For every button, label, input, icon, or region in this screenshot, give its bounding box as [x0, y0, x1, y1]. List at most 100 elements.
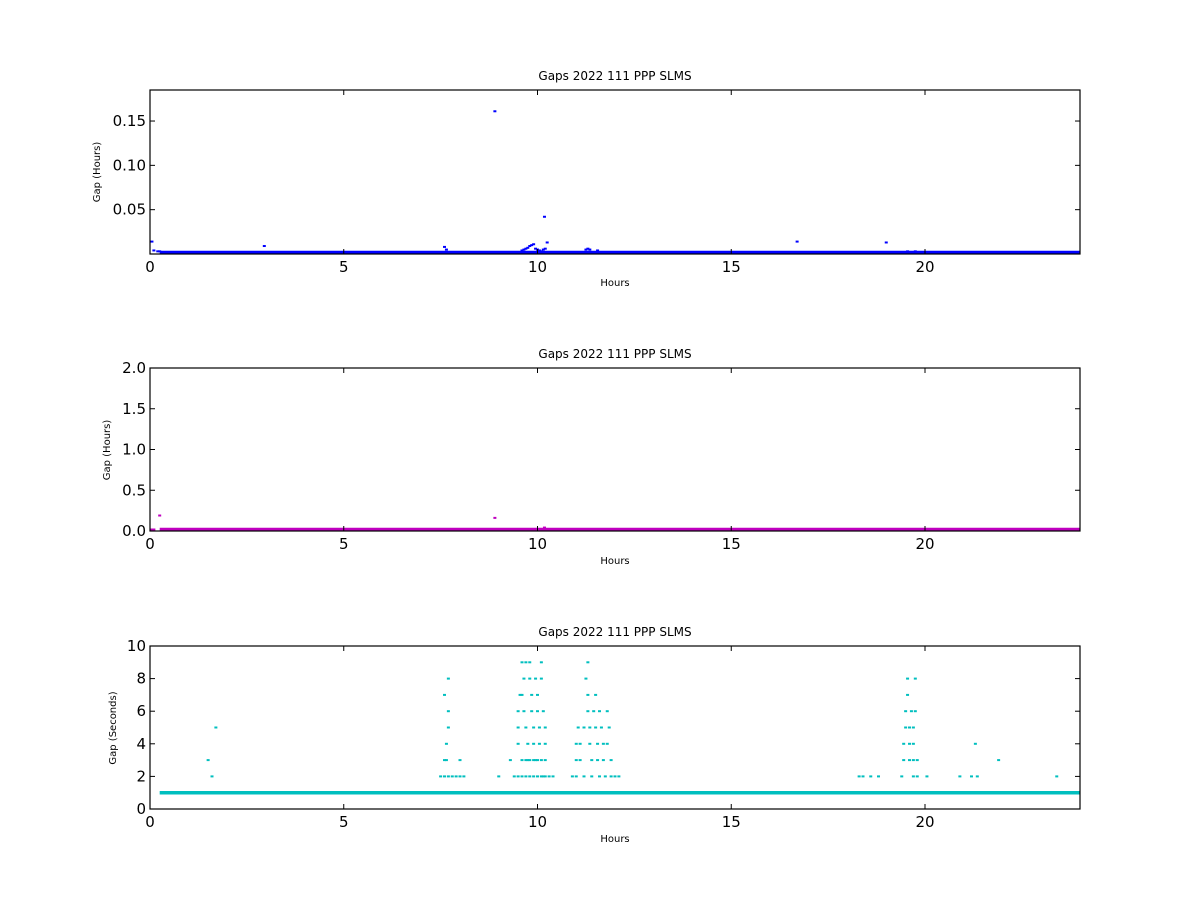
data-point	[902, 742, 906, 745]
y-tick-label: 0.5	[122, 481, 146, 499]
data-point	[530, 710, 534, 713]
data-point	[913, 250, 917, 253]
data-point	[542, 526, 546, 529]
data-point	[520, 775, 524, 778]
data-point	[446, 677, 450, 680]
data-point	[532, 726, 536, 729]
data-point	[877, 775, 880, 778]
y-tick-label: 0.0	[122, 522, 146, 540]
data-point	[915, 759, 919, 762]
data-point	[539, 775, 543, 778]
data-point	[493, 110, 497, 113]
y-tick-label: 0.05	[113, 201, 146, 219]
data-point	[588, 742, 592, 745]
data-point	[906, 693, 910, 696]
data-point	[592, 710, 596, 713]
data-point	[539, 661, 543, 664]
x-tick-label: 10	[528, 258, 547, 276]
data-point	[150, 528, 154, 531]
data-point	[542, 215, 546, 218]
data-point	[158, 514, 162, 517]
data-point	[570, 775, 574, 778]
data-point	[150, 240, 154, 243]
data-point	[582, 775, 586, 778]
x-tick-label: 15	[722, 535, 741, 553]
data-point	[605, 710, 609, 713]
data-point	[444, 742, 448, 745]
data-point	[462, 775, 466, 778]
y-tick-label: 0	[136, 800, 146, 818]
data-point	[524, 775, 528, 778]
data-point	[532, 243, 536, 246]
panel-2-xlabel: Hours	[600, 556, 629, 567]
data-point	[857, 775, 861, 778]
data-point	[594, 726, 598, 729]
data-point	[574, 742, 578, 745]
data-point	[532, 759, 536, 762]
data-point	[214, 726, 218, 729]
data-point	[913, 677, 917, 680]
data-point	[516, 726, 520, 729]
data-point	[586, 661, 590, 664]
x-tick-label: 5	[339, 258, 349, 276]
data-point	[582, 726, 586, 729]
data-point	[586, 693, 590, 696]
data-point	[908, 742, 911, 745]
data-point	[539, 759, 543, 762]
panel-1-ylabel: Gap (Hours)	[92, 142, 103, 203]
data-point	[536, 693, 539, 696]
data-point	[530, 693, 534, 696]
data-point	[528, 677, 532, 680]
data-point	[528, 775, 532, 778]
panel-3-frame	[149, 645, 1081, 810]
data-point	[520, 249, 524, 252]
data-point	[539, 677, 543, 680]
x-tick-label: 15	[722, 813, 741, 831]
data-point	[906, 250, 910, 253]
data-point	[444, 759, 448, 762]
panel-3-marks	[159, 661, 1080, 795]
data-point	[598, 775, 601, 778]
y-tick-label: 10	[127, 637, 146, 655]
data-point	[596, 742, 600, 745]
panel-1-frame	[149, 89, 1081, 255]
data-point	[524, 247, 528, 250]
panel-3-title: Gaps 2022 111 PPP SLMS	[538, 625, 691, 639]
data-point	[997, 759, 1001, 762]
data-point	[576, 726, 580, 729]
panel-2: Gaps 2022 111 PPP SLMS 0 5 10 15 20 0.0 0.5 1.…	[102, 347, 1081, 567]
data-point	[584, 677, 588, 680]
x-tick-label: 20	[915, 258, 934, 276]
data-point	[537, 249, 541, 252]
panel-3-ylabel: Gap (Seconds)	[108, 691, 119, 764]
data-point	[497, 775, 501, 778]
y-tick-label: 0.10	[113, 156, 146, 174]
data-point	[526, 759, 530, 762]
data-point	[609, 775, 613, 778]
data-point	[534, 677, 538, 680]
data-point	[444, 248, 448, 251]
x-tick-label: 10	[528, 535, 547, 553]
data-point	[1055, 775, 1059, 778]
data-point	[543, 775, 547, 778]
data-point	[526, 246, 530, 249]
data-point	[541, 248, 545, 251]
data-point	[906, 677, 910, 680]
x-tick-label: 15	[722, 258, 741, 276]
y-tick-label: 1.0	[122, 441, 146, 459]
data-point	[508, 759, 512, 762]
data-point	[156, 250, 160, 253]
data-point	[536, 759, 539, 762]
data-point	[551, 775, 555, 778]
data-point	[458, 759, 462, 762]
y-tick-label: 2	[136, 767, 146, 785]
data-point	[532, 742, 536, 745]
data-point	[524, 726, 528, 729]
data-point	[262, 245, 266, 248]
y-tick-label: 4	[136, 735, 146, 753]
data-point	[605, 742, 609, 745]
data-point	[596, 249, 600, 252]
data-point	[911, 759, 915, 762]
x-tick-label: 5	[339, 535, 349, 553]
